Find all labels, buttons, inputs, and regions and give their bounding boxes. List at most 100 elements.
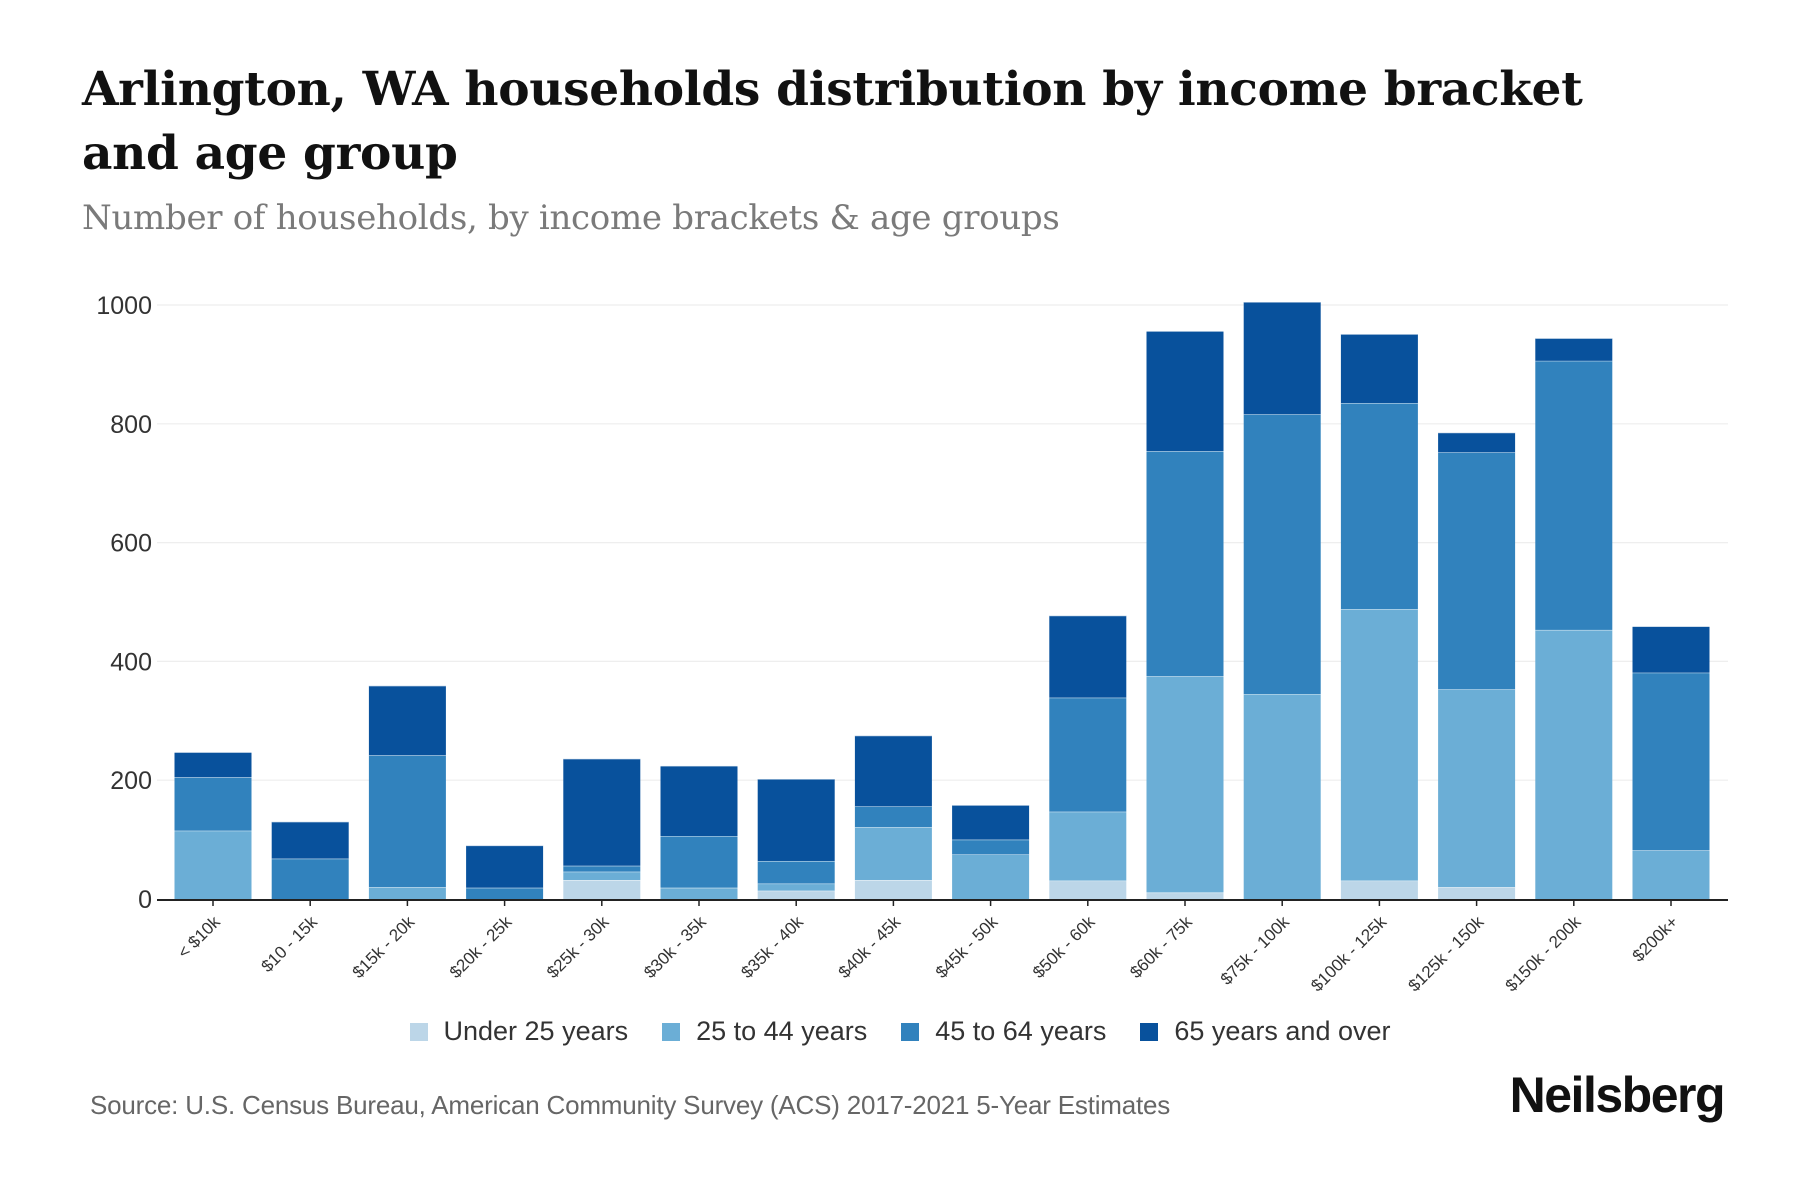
bar-stack[interactable] xyxy=(466,844,544,899)
bar-segment[interactable] xyxy=(1438,432,1516,453)
bar-segment[interactable] xyxy=(563,871,641,880)
bar-segment[interactable] xyxy=(757,890,835,899)
bar-stack[interactable] xyxy=(660,765,738,899)
bar-segment[interactable] xyxy=(952,854,1030,899)
bar-stack[interactable] xyxy=(174,751,252,899)
bar-stack[interactable] xyxy=(952,804,1030,899)
bar-stack[interactable] xyxy=(563,758,641,899)
bar-segment[interactable] xyxy=(952,805,1030,840)
x-tick-label: $45k - 50k xyxy=(932,912,1002,982)
legend-swatch-icon xyxy=(409,1022,428,1041)
bar-segment[interactable] xyxy=(1146,451,1224,677)
source-note: Source: U.S. Census Bureau, American Com… xyxy=(90,1090,1171,1120)
bar-segment[interactable] xyxy=(1146,892,1224,899)
bar-segment[interactable] xyxy=(1243,694,1321,899)
bar-segment[interactable] xyxy=(757,779,835,861)
x-tick-label: $150k - 200k xyxy=(1502,912,1585,995)
bar-segment[interactable] xyxy=(563,879,641,899)
bar-stack[interactable] xyxy=(1049,615,1127,899)
bar-segment[interactable] xyxy=(1049,880,1127,899)
x-tick-label: < $10k xyxy=(174,912,224,962)
bar-segment[interactable] xyxy=(660,887,738,899)
bar-stack[interactable] xyxy=(1243,301,1321,899)
bar-segment[interactable] xyxy=(757,883,835,891)
bar-segment[interactable] xyxy=(660,765,738,837)
bar-stack[interactable] xyxy=(1632,625,1710,899)
x-tick-label: $30k - 35k xyxy=(640,912,710,982)
bar-segment[interactable] xyxy=(1340,609,1418,881)
bar-segment[interactable] xyxy=(466,845,544,888)
bar-segment[interactable] xyxy=(174,752,252,778)
bar-stack[interactable] xyxy=(271,821,349,899)
legend-swatch-icon xyxy=(1140,1022,1159,1041)
x-axis: < $10k $10 - 15k $15k - 20k $20k - 25k $25k … xyxy=(157,899,1728,995)
bar-segment[interactable] xyxy=(1049,615,1127,698)
bar-stack[interactable] xyxy=(1146,330,1224,899)
bars xyxy=(174,301,1710,899)
bar-segment[interactable] xyxy=(854,806,932,828)
bar-stack[interactable] xyxy=(1438,432,1516,899)
bar-segment[interactable] xyxy=(1632,626,1710,673)
x-tick-label: $35k - 40k xyxy=(737,912,807,982)
bar-stack[interactable] xyxy=(757,778,835,899)
bar-segment[interactable] xyxy=(1438,689,1516,888)
legend-item-under-25[interactable]: Under 25 years xyxy=(409,1016,628,1047)
x-tick-label: $15k - 20k xyxy=(349,912,419,982)
bar-segment[interactable] xyxy=(368,887,446,899)
bar-segment[interactable] xyxy=(854,827,932,880)
bar-segment[interactable] xyxy=(271,858,349,899)
bar-segment[interactable] xyxy=(1535,629,1613,899)
x-tick-label: $40k - 45k xyxy=(835,912,905,982)
bar-segment[interactable] xyxy=(271,821,349,859)
bar-segment[interactable] xyxy=(1535,338,1613,361)
bar-stack[interactable] xyxy=(1340,333,1418,899)
bar-segment[interactable] xyxy=(1340,880,1418,899)
bar-segment[interactable] xyxy=(1535,360,1613,630)
bar-stack[interactable] xyxy=(1535,337,1613,899)
bar-segment[interactable] xyxy=(1340,403,1418,610)
bar-segment[interactable] xyxy=(854,735,932,807)
bar-segment[interactable] xyxy=(854,879,932,899)
bar-stack[interactable] xyxy=(854,735,932,899)
bar-segment[interactable] xyxy=(174,830,252,899)
bar-stack[interactable] xyxy=(368,685,446,899)
bar-segment[interactable] xyxy=(368,755,446,888)
y-tick-label: 1000 xyxy=(96,292,152,320)
x-tick-label: $25k - 30k xyxy=(543,912,613,982)
bar-segment[interactable] xyxy=(1243,414,1321,695)
legend-swatch-icon xyxy=(901,1022,920,1041)
bar-segment[interactable] xyxy=(1340,334,1418,404)
x-tick-label: $75k - 100k xyxy=(1217,912,1294,989)
x-tick-label: $200k+ xyxy=(1629,912,1682,965)
bar-segment[interactable] xyxy=(757,860,835,884)
bar-segment[interactable] xyxy=(1243,302,1321,415)
bar-segment[interactable] xyxy=(660,836,738,888)
legend: Under 25 years 25 to 44 years 45 to 64 y… xyxy=(0,1016,1800,1047)
bar-segment[interactable] xyxy=(1049,697,1127,812)
bar-segment[interactable] xyxy=(1632,850,1710,899)
bar-segment[interactable] xyxy=(368,685,446,756)
bar-segment[interactable] xyxy=(563,758,641,866)
bar-segment[interactable] xyxy=(174,777,252,831)
bar-segment[interactable] xyxy=(1438,887,1516,899)
legend-item-65-plus[interactable]: 65 years and over xyxy=(1140,1016,1391,1047)
brand-logo: Neilsberg xyxy=(1509,1067,1726,1123)
legend-label: 65 years and over xyxy=(1174,1016,1391,1046)
y-axis: 0 200 400 600 800 1000 xyxy=(96,292,152,914)
x-tick-label: $100k - 125k xyxy=(1307,912,1390,995)
legend-item-25-44[interactable]: 25 to 44 years xyxy=(662,1016,867,1047)
bar-segment[interactable] xyxy=(466,887,544,899)
bar-segment[interactable] xyxy=(563,865,641,872)
legend-item-45-64[interactable]: 45 to 64 years xyxy=(901,1016,1106,1047)
bar-segment[interactable] xyxy=(1632,672,1710,851)
x-tick-label: $10 - 15k xyxy=(257,912,321,976)
legend-label: 25 to 44 years xyxy=(696,1016,868,1046)
y-tick-label: 400 xyxy=(110,648,152,676)
chart-subtitle: Number of households, by income brackets… xyxy=(82,198,1060,238)
bar-segment[interactable] xyxy=(1049,811,1127,881)
bar-segment[interactable] xyxy=(952,839,1030,855)
bar-segment[interactable] xyxy=(1146,676,1224,893)
bar-segment[interactable] xyxy=(1146,331,1224,452)
bar-segment[interactable] xyxy=(1438,452,1516,690)
legend-label: 45 to 64 years xyxy=(935,1016,1107,1046)
